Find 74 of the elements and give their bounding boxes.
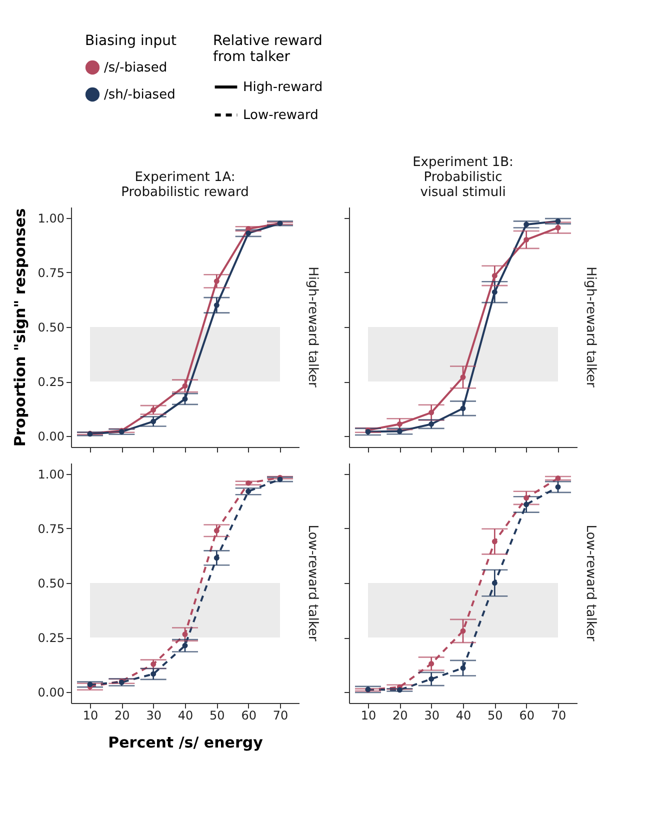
y2-axis-title: Low-reward talker — [305, 524, 320, 642]
point — [150, 407, 156, 413]
y-axis-title: Proportion "sign" responses — [10, 208, 29, 447]
point — [396, 687, 402, 693]
y2-axis-title: High-reward talker — [305, 266, 320, 388]
point — [524, 502, 530, 508]
x-tick-label: 40 — [178, 708, 194, 722]
text: Relative reward from talker — [213, 33, 322, 65]
point — [428, 410, 434, 416]
point — [428, 421, 434, 427]
x-tick-label: 60 — [519, 708, 534, 722]
point — [150, 671, 156, 677]
point — [246, 480, 252, 486]
point — [492, 289, 498, 295]
legend-title: Biasing input — [85, 33, 177, 49]
y-tick-label: 0.75 — [38, 522, 64, 536]
y-tick-label: 0.50 — [38, 320, 64, 334]
point — [150, 418, 156, 424]
point — [246, 230, 252, 236]
point — [214, 278, 220, 284]
x-tick-label: 10 — [360, 708, 376, 722]
x-tick-label: 20 — [392, 708, 408, 722]
x-tick-label: 40 — [456, 708, 472, 722]
x-tick-label: 10 — [82, 708, 98, 722]
y-tick-label: 0.25 — [38, 375, 64, 390]
chart-title: Experiment 1A: Probabilistic reward — [121, 170, 249, 200]
point — [182, 642, 188, 648]
y-tick-label: 0.00 — [38, 430, 64, 444]
x-tick-label: 50 — [488, 708, 503, 722]
point — [214, 302, 220, 308]
point — [492, 580, 498, 586]
y-tick-label: 0.25 — [38, 631, 64, 646]
point — [396, 428, 402, 434]
x-tick-label: 50 — [210, 708, 225, 722]
point — [460, 406, 466, 412]
legend-label: /sh/-biased — [104, 88, 176, 102]
point — [396, 421, 402, 427]
y2-axis-title: Low-reward talker — [583, 524, 598, 642]
y-tick-label: 1.00 — [38, 211, 64, 226]
point — [524, 495, 530, 501]
point — [492, 538, 498, 544]
point — [428, 676, 434, 682]
point — [555, 484, 561, 490]
point — [428, 660, 434, 666]
point — [524, 236, 530, 242]
point — [150, 661, 156, 667]
point — [246, 488, 252, 494]
y-tick-label: 0.75 — [38, 266, 64, 280]
x-tick-label: 30 — [146, 708, 162, 722]
point — [460, 665, 466, 671]
y-tick-label: 0.00 — [38, 686, 64, 700]
chart-title: Experiment 1B: Probabilistic visual stimuli — [412, 155, 514, 200]
point — [182, 632, 188, 638]
point — [214, 528, 220, 534]
x-tick-label: 70 — [272, 708, 288, 722]
point — [214, 555, 220, 561]
y-tick-label: 1.00 — [38, 467, 64, 482]
point — [524, 222, 530, 228]
y-tick-label: 0.50 — [38, 576, 64, 590]
x-tick-label: 30 — [424, 708, 440, 722]
point — [460, 374, 466, 380]
point — [182, 396, 188, 402]
point — [492, 272, 498, 278]
text: High-reward — [243, 80, 323, 95]
x-tick-label: 20 — [114, 708, 130, 722]
text: Low-reward — [243, 108, 318, 123]
x-tick-label: 70 — [550, 708, 566, 722]
point — [460, 628, 466, 634]
point — [555, 224, 561, 230]
x-axis-title: Percent /s/ energy — [108, 734, 264, 752]
y2-axis-title: High-reward talker — [583, 266, 598, 388]
x-tick-label: 60 — [241, 708, 256, 722]
point — [182, 383, 188, 389]
legend-label: /s/-biased — [104, 60, 168, 76]
